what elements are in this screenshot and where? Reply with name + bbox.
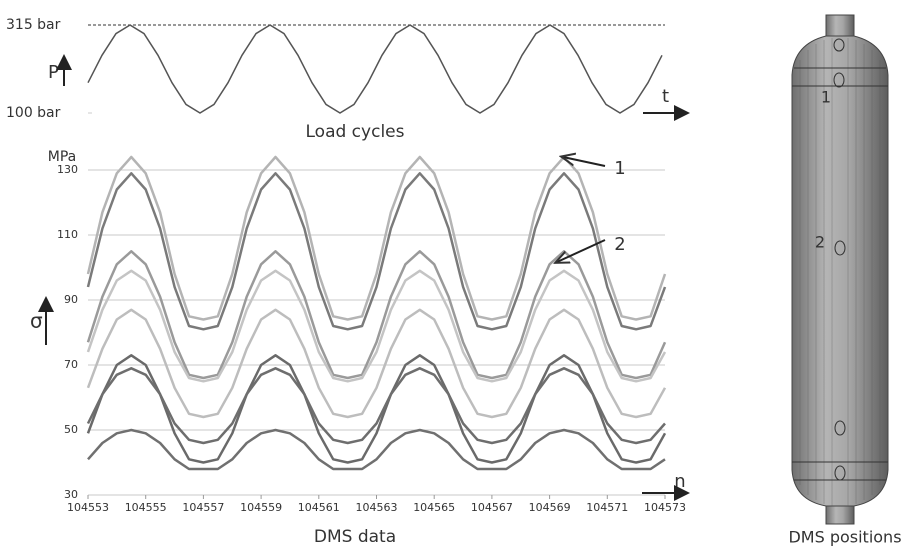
gauge-label: 2 xyxy=(815,233,825,252)
stress-line xyxy=(86,155,667,321)
x-tick-label: 104571 xyxy=(586,501,628,514)
y-tick-label: 100 bar xyxy=(6,105,61,121)
y-tick-label: 315 bar xyxy=(6,17,61,33)
stress-line xyxy=(86,269,667,383)
strain-gauge-markers xyxy=(833,38,846,481)
stress-line xyxy=(87,428,666,471)
x-tick-label: 104553 xyxy=(67,501,109,514)
vessel-neck xyxy=(825,14,855,38)
x-tick-label: 104557 xyxy=(182,501,224,514)
y-tick-label: 110 xyxy=(57,228,78,241)
vessel-diagram: 1 2 DMS positions xyxy=(788,14,902,547)
x-tick-label: 104573 xyxy=(644,501,686,514)
vessel-mesh xyxy=(799,38,881,506)
chart-title: Load cycles xyxy=(306,122,405,142)
y-axis-label: P xyxy=(48,62,59,83)
x-tick-label: 104565 xyxy=(413,501,455,514)
gauge-label: 1 xyxy=(821,88,831,107)
y-tick-label: 30 xyxy=(64,488,78,501)
diagram-caption: DMS positions xyxy=(788,528,901,547)
x-tick-label: 104559 xyxy=(240,501,282,514)
y-tick-label: 70 xyxy=(64,358,78,371)
stress-line xyxy=(86,354,667,464)
x-tick-label: 104561 xyxy=(298,501,340,514)
stress-line xyxy=(86,172,667,331)
y-unit-label: MPa xyxy=(48,149,76,165)
y-axis-label: σ xyxy=(30,309,43,333)
annotation: 1 xyxy=(614,158,625,179)
x-tick-label: 104569 xyxy=(529,501,571,514)
axis-arrow xyxy=(563,157,606,167)
chart-title: DMS data xyxy=(314,527,396,547)
x-tick-label: 104563 xyxy=(356,501,398,514)
x-axis-label: t xyxy=(662,86,669,107)
annotation: 2 xyxy=(614,234,625,255)
stress-line xyxy=(86,308,667,419)
y-tick-label: 90 xyxy=(64,293,78,306)
stress-line xyxy=(86,367,666,445)
y-tick-label: 130 xyxy=(57,163,78,176)
y-tick-label: 50 xyxy=(64,423,78,436)
x-tick-label: 104555 xyxy=(125,501,167,514)
axis-arrow xyxy=(557,239,606,262)
x-axis-label: n xyxy=(674,471,685,492)
pressure-line xyxy=(87,24,663,114)
x-tick-label: 104567 xyxy=(471,501,513,514)
